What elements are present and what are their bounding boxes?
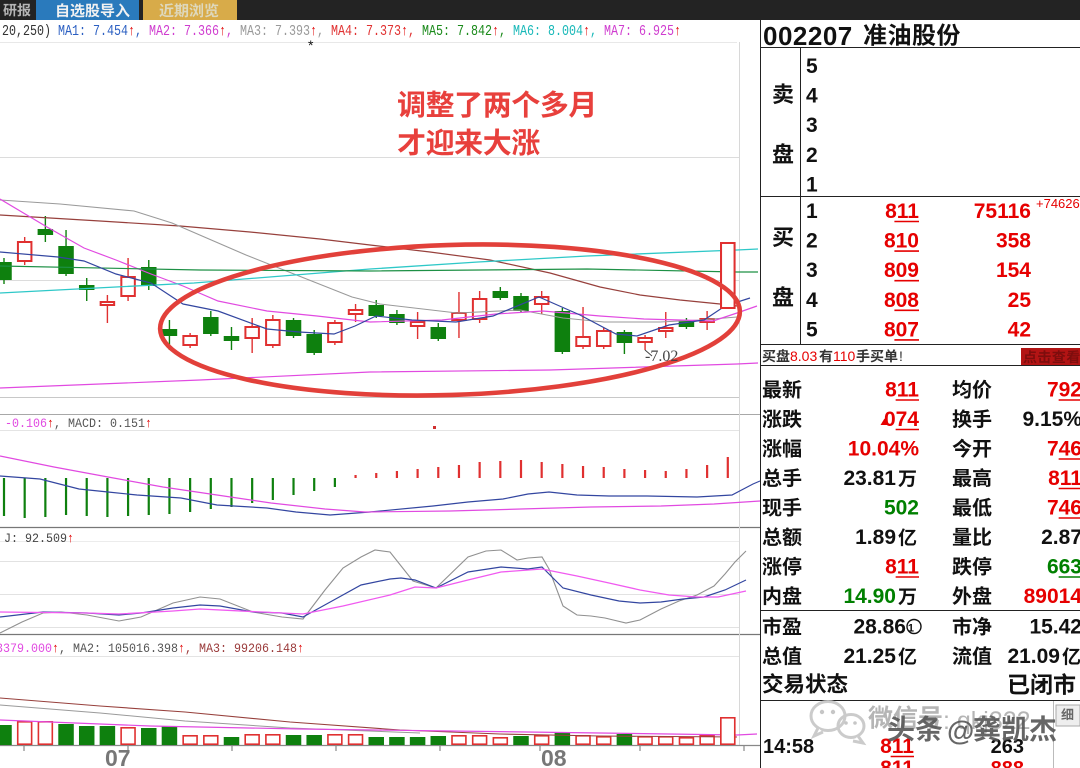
svg-text:*: * — [308, 37, 314, 53]
svg-text:21.09: 21.09 — [1007, 645, 1060, 668]
svg-text:746: 746 — [1047, 438, 1080, 461]
svg-text:21.25: 21.25 — [843, 645, 896, 668]
svg-text:4: 4 — [806, 289, 818, 312]
svg-text:MA1: 7.454: MA1: 7.454 — [58, 24, 128, 40]
svg-text:3: 3 — [806, 114, 818, 137]
svg-text:MA3: 7.393: MA3: 7.393 — [240, 24, 310, 40]
svg-text:07: 07 — [105, 745, 131, 768]
svg-text:,: , — [135, 24, 149, 40]
svg-text:↑: ↑ — [401, 24, 408, 40]
svg-text:14.90: 14.90 — [843, 585, 896, 608]
svg-text:,: , — [408, 24, 422, 40]
svg-text:MA7: 6.925: MA7: 6.925 — [604, 24, 674, 40]
svg-text:↑: ↑ — [492, 24, 499, 40]
svg-text:MA6: 8.004: MA6: 8.004 — [513, 24, 583, 40]
svg-text:↑: ↑ — [47, 416, 54, 431]
svg-text:811: 811 — [880, 757, 914, 768]
svg-text:14:58: 14:58 — [763, 736, 814, 758]
svg-text:4: 4 — [806, 85, 818, 108]
svg-text:002207: 002207 — [763, 21, 853, 51]
svg-text:792: 792 — [1047, 379, 1080, 402]
svg-text:20,250): 20,250) — [2, 24, 58, 40]
svg-text:15.42: 15.42 — [1029, 616, 1080, 639]
svg-text:↑: ↑ — [219, 24, 226, 40]
svg-text:263: 263 — [991, 736, 1024, 758]
svg-text:!: ! — [899, 348, 903, 364]
svg-text:,: , — [226, 24, 240, 40]
svg-text:110: 110 — [833, 348, 856, 364]
svg-text:28.86: 28.86 — [853, 616, 906, 639]
svg-text:5: 5 — [806, 55, 818, 78]
svg-text:663: 663 — [1047, 556, 1080, 579]
svg-text:↑: ↑ — [310, 24, 317, 40]
svg-text:, MA3: 99206.148: , MA3: 99206.148 — [185, 641, 297, 656]
svg-text:-7.02: -7.02 — [645, 348, 678, 365]
svg-text:10.04%: 10.04% — [848, 438, 920, 461]
svg-text:2: 2 — [806, 144, 818, 167]
svg-text:1: 1 — [806, 200, 818, 223]
svg-text:,: , — [590, 24, 604, 40]
svg-text:25: 25 — [1008, 289, 1032, 312]
svg-text:811: 811 — [885, 556, 919, 579]
svg-text:↑: ↑ — [674, 24, 681, 40]
svg-text:888: 888 — [991, 758, 1024, 768]
svg-text:1: 1 — [806, 173, 818, 196]
svg-text:,: , — [317, 24, 331, 40]
svg-text:-0.106: -0.106 — [5, 416, 47, 431]
svg-text:3: 3 — [806, 259, 818, 282]
svg-text:↑: ↑ — [178, 641, 185, 656]
svg-text:811: 811 — [885, 200, 919, 223]
svg-text:746: 746 — [1047, 497, 1080, 520]
svg-text:811: 811 — [880, 735, 914, 758]
svg-text:2: 2 — [806, 230, 818, 253]
svg-text:810: 810 — [884, 230, 919, 253]
svg-text:809: 809 — [884, 259, 919, 282]
svg-text:2.87: 2.87 — [1041, 526, 1080, 549]
svg-text:↑: ↑ — [52, 641, 59, 656]
svg-text:J: 92.509: J: 92.509 — [4, 531, 67, 546]
svg-text:08: 08 — [541, 745, 567, 768]
svg-text:074: 074 — [884, 408, 919, 431]
svg-text:807: 807 — [884, 318, 919, 341]
svg-text:↑: ↑ — [145, 416, 152, 431]
svg-text:811: 811 — [885, 379, 919, 402]
svg-text:1: 1 — [908, 623, 914, 635]
svg-text:8.03: 8.03 — [790, 348, 817, 364]
svg-text:502: 502 — [884, 497, 919, 520]
svg-text:811: 811 — [1048, 467, 1080, 490]
svg-text:9.15%: 9.15% — [1022, 408, 1080, 431]
svg-text:,: , — [499, 24, 513, 40]
svg-text:1.89: 1.89 — [855, 526, 896, 549]
svg-text:MA2: 7.366: MA2: 7.366 — [149, 24, 219, 40]
svg-text:MA5: 7.842: MA5: 7.842 — [422, 24, 492, 40]
svg-text:154: 154 — [996, 259, 1031, 282]
svg-text:89014: 89014 — [1024, 585, 1080, 608]
svg-text:5: 5 — [806, 318, 818, 341]
svg-text:, MA2: 105016.398: , MA2: 105016.398 — [59, 641, 178, 656]
svg-text:MA4: 7.373: MA4: 7.373 — [331, 24, 401, 40]
svg-text:+74626: +74626 — [1036, 196, 1080, 211]
svg-text:358: 358 — [996, 230, 1031, 253]
svg-text:23.81: 23.81 — [843, 467, 896, 490]
svg-text:75116: 75116 — [974, 200, 1031, 223]
svg-text:↑: ↑ — [583, 24, 590, 40]
svg-text:808: 808 — [884, 289, 919, 312]
svg-text:↑: ↑ — [128, 24, 135, 40]
svg-text:3379.000: 3379.000 — [0, 641, 52, 656]
svg-text:42: 42 — [1008, 318, 1031, 341]
svg-text:↑: ↑ — [297, 641, 304, 656]
svg-text:↑: ↑ — [67, 531, 74, 546]
svg-text:, MACD: 0.151: , MACD: 0.151 — [54, 416, 145, 431]
